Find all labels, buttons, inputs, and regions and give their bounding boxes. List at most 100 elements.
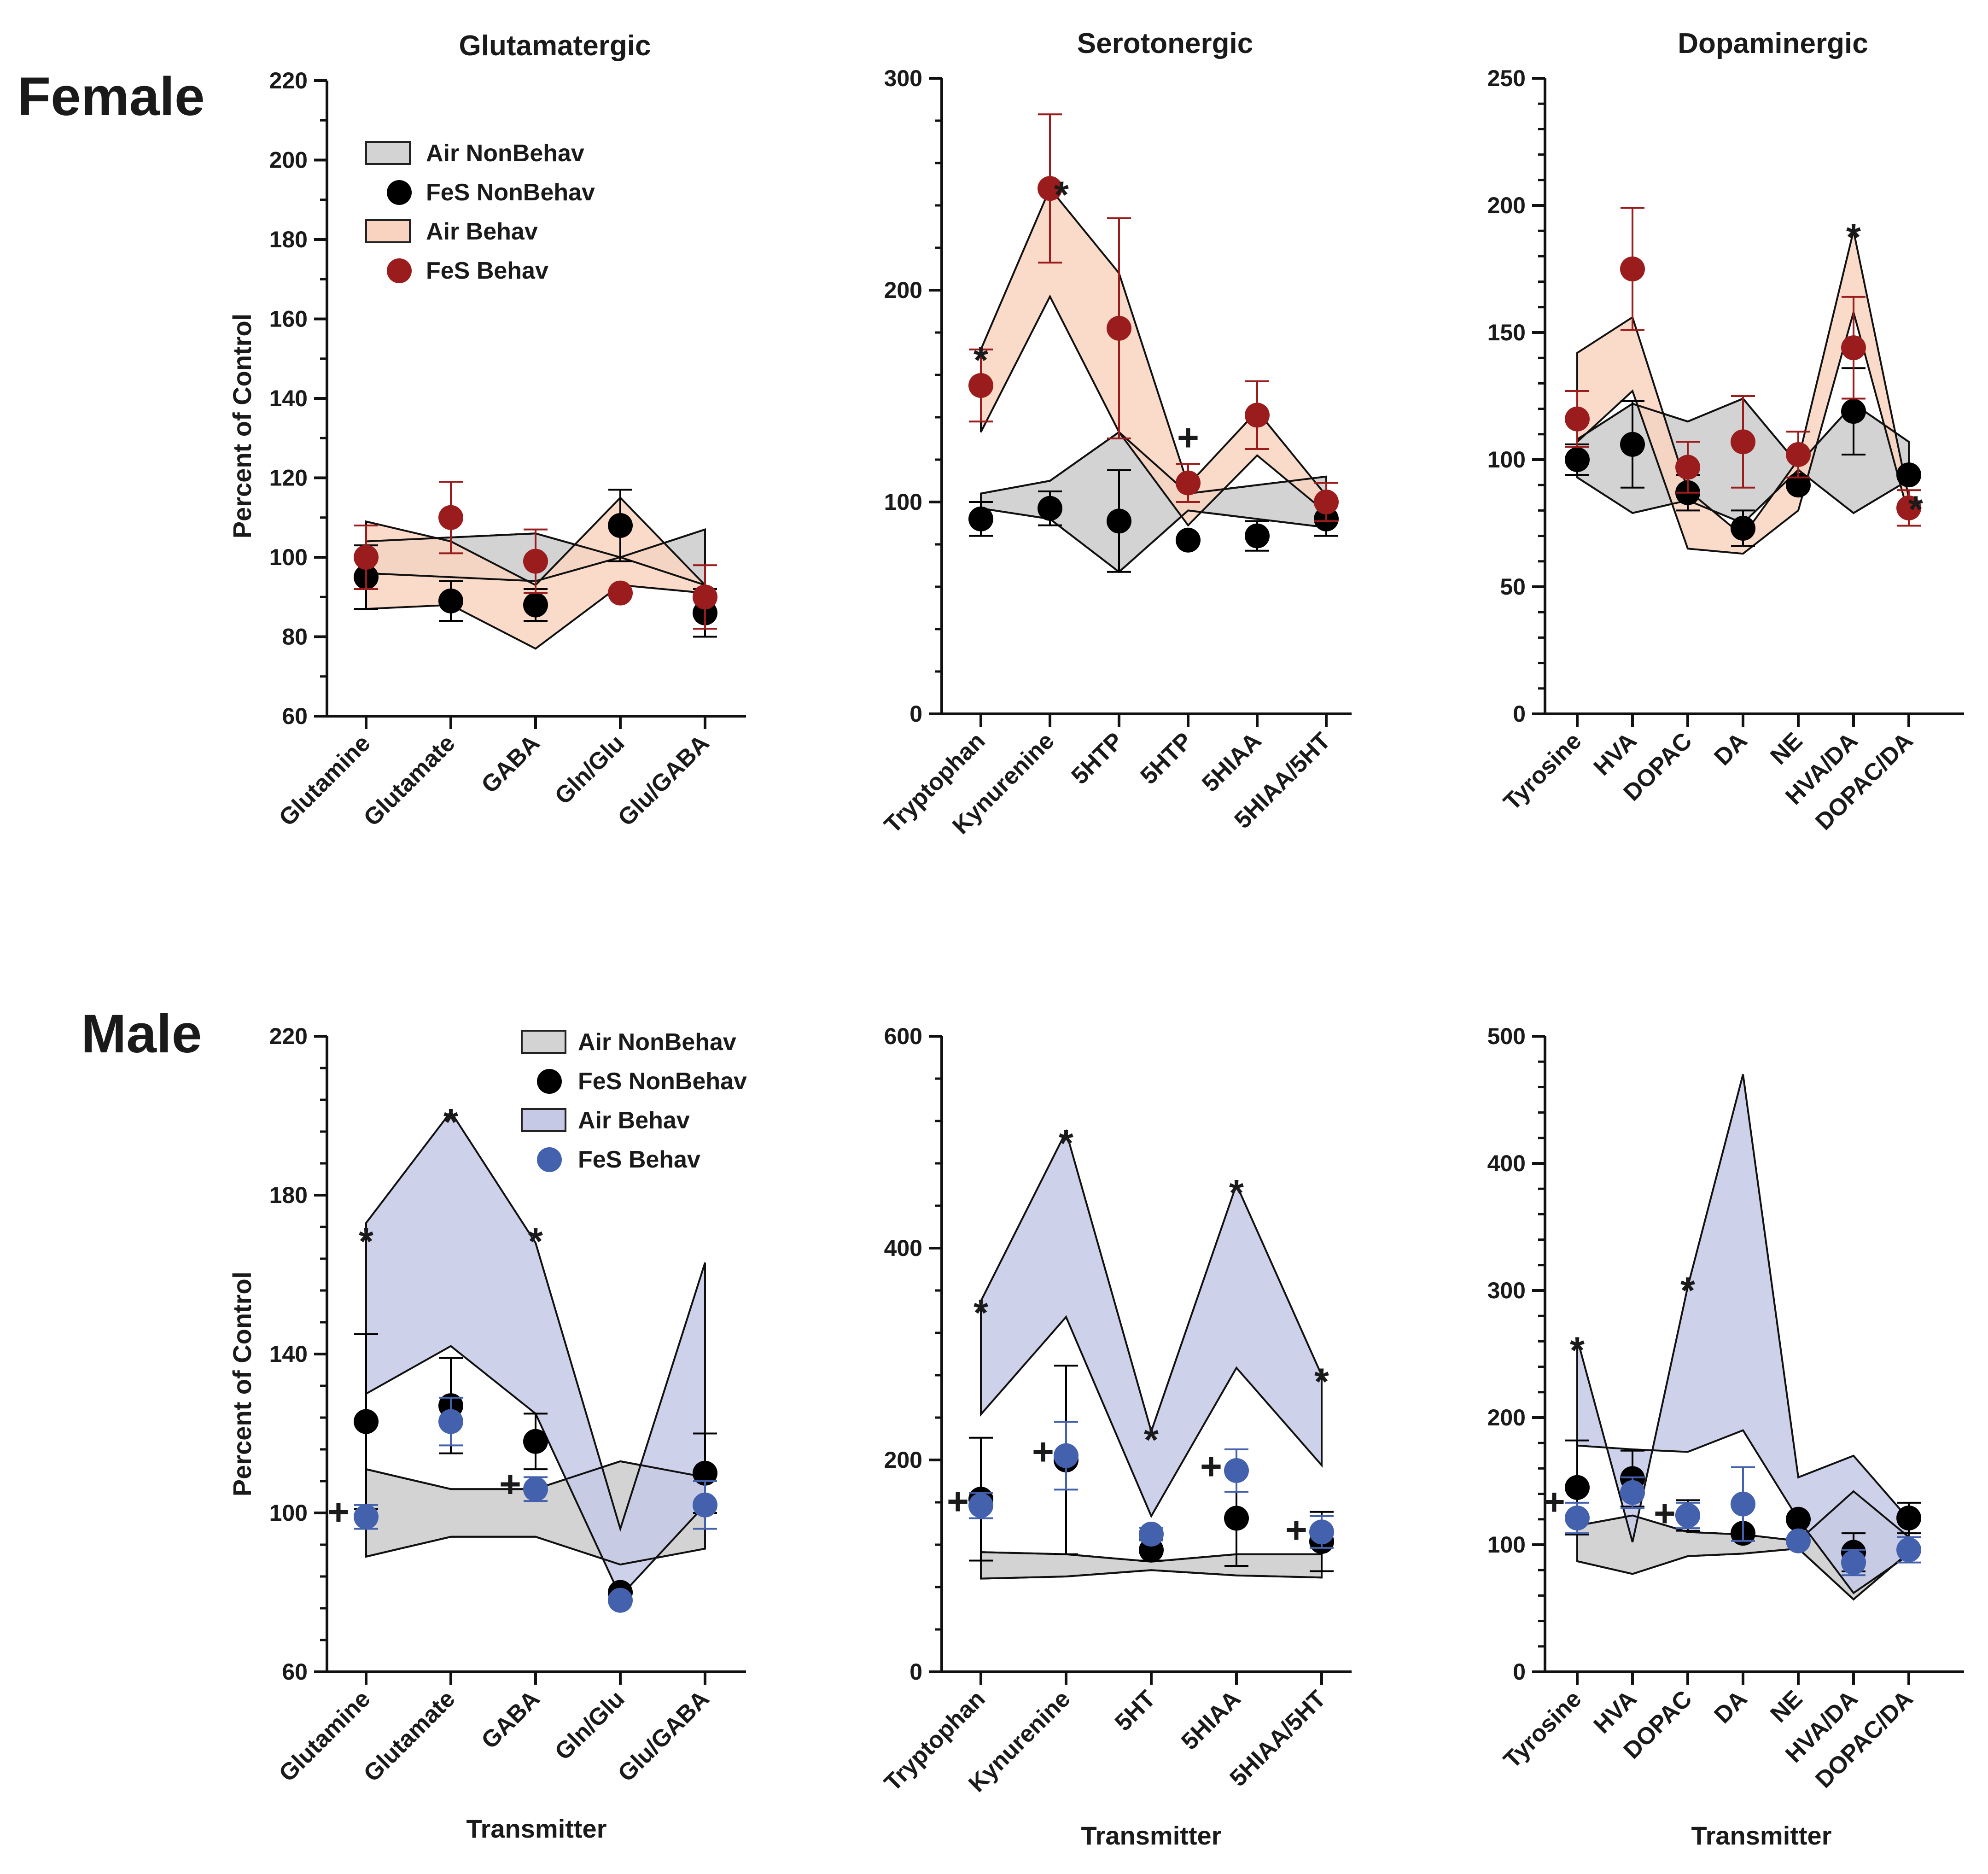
legend-label-air-behav: Air Behav — [426, 218, 538, 245]
legend-label-air-behav: Air Behav — [578, 1107, 690, 1134]
panel-title: Serotonergic — [1077, 28, 1253, 59]
legend-marker-fes-nonbehav — [387, 180, 412, 205]
point-fes-nonbehav — [1786, 473, 1811, 498]
y-tick-label: 60 — [282, 703, 308, 729]
legend-swatch-air-nonbehav — [365, 141, 411, 165]
band-air-nonbehav-lower-line — [366, 1535, 705, 1566]
point-fes-behav — [1731, 429, 1755, 455]
point-fes-behav — [523, 1477, 548, 1502]
y-tick-label: 300 — [884, 65, 922, 91]
point-fes-behav — [1245, 403, 1270, 428]
category-label: Gln/Glu — [550, 1685, 630, 1765]
y-tick-label: 60 — [282, 1659, 308, 1685]
point-fes-nonbehav — [1786, 1506, 1811, 1532]
category-label: NE — [1765, 727, 1807, 770]
significance-asterisk: * — [1314, 1361, 1329, 1403]
point-fes-nonbehav — [1176, 527, 1201, 553]
y-tick-label: 100 — [269, 544, 308, 570]
category-label: Gln/Glu — [550, 730, 630, 810]
point-fes-nonbehav — [523, 592, 548, 618]
point-fes-behav — [1314, 490, 1339, 514]
significance-plus: + — [1177, 417, 1199, 459]
legend-swatch-air-behav — [521, 1108, 566, 1132]
legend-label-fes-nonbehav: FeS NonBehav — [578, 1068, 747, 1095]
significance-asterisk: * — [974, 1292, 988, 1334]
y-tick-label: 500 — [1487, 1023, 1526, 1049]
point-fes-behav — [1176, 470, 1201, 496]
significance-plus: + — [1200, 1446, 1222, 1488]
y-tick-label: 220 — [269, 1023, 308, 1049]
point-fes-nonbehav — [1896, 1506, 1921, 1531]
y-tick-label: 0 — [909, 1659, 922, 1685]
point-fes-nonbehav — [1224, 1506, 1249, 1531]
significance-asterisk: * — [1059, 1123, 1073, 1165]
significance-asterisk: * — [1054, 174, 1069, 216]
point-fes-behav — [438, 505, 463, 530]
legend-female: Air NonBehav FeS NonBehav Air Behav FeS … — [365, 140, 595, 284]
point-fes-behav — [608, 580, 633, 606]
y-tick-label: 100 — [884, 489, 922, 515]
point-fes-behav — [1139, 1522, 1164, 1547]
category-label: Glu/GABA — [613, 1685, 715, 1787]
category-label: NE — [1765, 1685, 1807, 1728]
legend-label-fes-nonbehav: FeS NonBehav — [426, 179, 595, 206]
significance-asterisk: * — [1846, 216, 1861, 258]
point-fes-nonbehav — [1565, 447, 1590, 472]
point-fes-behav — [1054, 1443, 1079, 1468]
point-fes-nonbehav — [523, 1429, 548, 1454]
significance-asterisk: * — [1570, 1330, 1585, 1372]
significance-asterisk: * — [443, 1102, 458, 1144]
point-fes-behav — [1786, 1528, 1811, 1553]
category-label: Glu/GABA — [613, 730, 715, 831]
significance-asterisk: * — [974, 339, 988, 381]
point-fes-nonbehav — [1731, 516, 1755, 541]
y-tick-label: 200 — [269, 147, 308, 173]
point-fes-behav — [968, 1493, 993, 1518]
significance-asterisk: * — [1144, 1419, 1159, 1461]
y-tick-label: 200 — [884, 1447, 922, 1473]
point-fes-behav — [1896, 495, 1921, 520]
significance-plus: + — [947, 1481, 969, 1523]
y-tick-label: 80 — [282, 624, 308, 650]
significance-asterisk: * — [1680, 1270, 1695, 1312]
point-fes-behav — [1731, 1491, 1755, 1517]
category-label: DA — [1709, 1685, 1752, 1728]
sex-label-female: Female — [17, 66, 205, 127]
point-fes-behav — [608, 1588, 633, 1613]
point-fes-nonbehav — [693, 1460, 717, 1486]
category-label: Tyrosine — [1498, 1685, 1587, 1774]
point-fes-behav — [968, 373, 993, 398]
significance-asterisk: * — [528, 1220, 543, 1262]
legend-marker-fes-nonbehav — [537, 1069, 562, 1094]
y-tick-label: 250 — [1487, 65, 1526, 91]
y-tick-label: 220 — [269, 68, 308, 93]
point-fes-behav — [354, 1504, 379, 1530]
x-axis-title-dopaminergic: Transmitter — [1691, 1821, 1832, 1850]
x-axis-title-glutamatergic: Transmitter — [466, 1814, 607, 1843]
y-tick-label: 100 — [1487, 447, 1526, 473]
point-fes-behav — [1620, 1480, 1645, 1505]
sex-label-male: Male — [81, 1004, 202, 1064]
charts: Glutamatergic 60 80 100 120 140 160 180 200 220 Gl… — [269, 28, 1964, 1798]
point-fes-nonbehav — [1841, 399, 1866, 424]
y-tick-label: 400 — [1487, 1150, 1526, 1176]
y-tick-label: 160 — [269, 306, 308, 332]
point-fes-behav — [693, 584, 717, 610]
significance-plus: + — [1032, 1431, 1054, 1473]
category-label: DA — [1709, 727, 1752, 771]
category-label: 5HTP — [1135, 727, 1197, 789]
band-air-nonbehav-lower-line — [980, 1569, 1322, 1580]
significance-asterisk: * — [1229, 1173, 1244, 1214]
y-tick-label: 180 — [269, 1182, 308, 1208]
point-fes-behav — [1786, 442, 1811, 467]
y-tick-label: 180 — [269, 227, 308, 252]
legend-label-air-nonbehav: Air NonBehav — [426, 140, 584, 167]
point-fes-behav — [1675, 1503, 1700, 1528]
band-air-behav — [980, 1129, 1323, 1518]
y-tick-label: 100 — [1487, 1532, 1526, 1558]
point-fes-behav — [1841, 1550, 1866, 1575]
y-tick-label: 400 — [884, 1235, 922, 1261]
